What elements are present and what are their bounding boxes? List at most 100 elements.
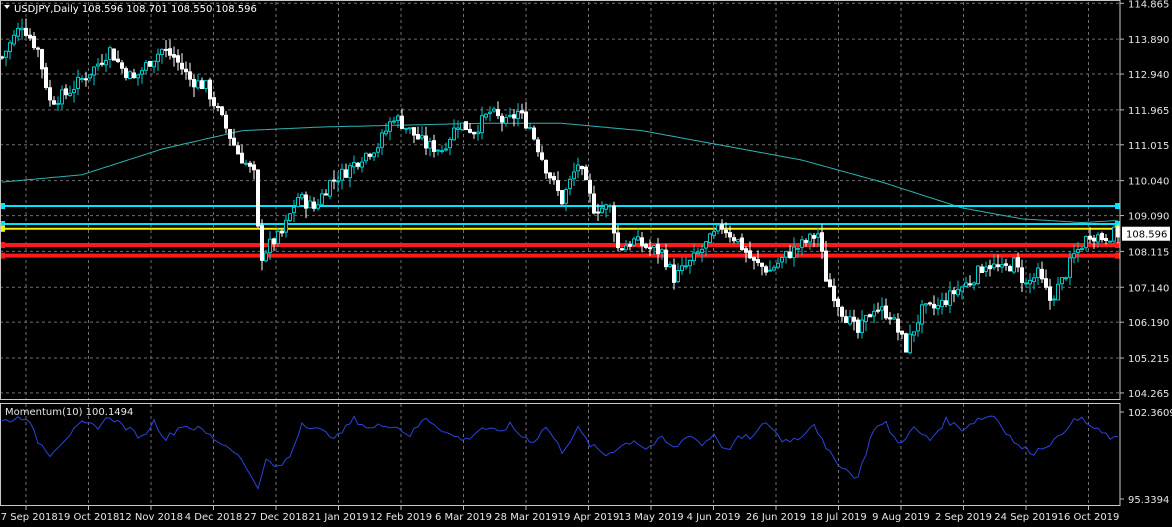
candle-body [156, 53, 160, 63]
candle-body [248, 162, 252, 167]
candle-body [100, 62, 104, 65]
candle-body [384, 130, 388, 135]
candle-body [928, 302, 932, 305]
candle-body [908, 333, 912, 354]
candle-body [316, 204, 320, 209]
candle-body [832, 285, 836, 302]
candle-body [756, 259, 760, 264]
candle-body [236, 145, 240, 155]
candle-body [668, 263, 672, 267]
grid [0, 2, 1120, 505]
candle-body [1060, 277, 1064, 285]
momentum-line [1, 415, 1119, 491]
candle-body [1056, 283, 1060, 301]
candle-body [676, 270, 680, 283]
candle-body [800, 239, 804, 248]
candle-body [412, 127, 416, 136]
horizontal-levels [0, 203, 1120, 259]
candle-body [340, 168, 344, 181]
candle-body [252, 164, 256, 171]
candle-body [96, 63, 100, 67]
candle-body [560, 190, 564, 205]
candle-body [288, 213, 292, 222]
candle-body [356, 162, 360, 167]
candle-body [148, 60, 152, 67]
candle-body [940, 299, 944, 308]
candle-body [64, 88, 68, 96]
date-tick-label: 4 Dec 2018 [185, 512, 243, 523]
price-tick-label: 109.090 [1128, 212, 1169, 223]
candle-body [724, 229, 728, 234]
candle-body [824, 250, 828, 282]
candle-body [628, 244, 632, 247]
candle-body [8, 42, 12, 53]
candle-body [88, 74, 92, 79]
candle-body [24, 27, 28, 36]
candle-body [608, 205, 612, 208]
level-handle-right [1115, 221, 1120, 228]
candle-body [752, 256, 756, 261]
candle-body [256, 169, 260, 227]
candle-body [532, 127, 536, 140]
price-tick-label: 113.890 [1128, 35, 1169, 46]
candle-body [184, 68, 188, 73]
candle-body [820, 232, 824, 252]
price-tick-label: 108.115 [1128, 247, 1169, 258]
candle-body [660, 249, 664, 253]
candle-body [728, 232, 732, 238]
price-tick-label: 104.265 [1128, 389, 1169, 400]
date-tick-label: 28 Mar 2019 [494, 512, 557, 523]
candle-body [960, 286, 964, 292]
candle-body [280, 230, 284, 234]
candle-body [640, 237, 644, 247]
candle-body [84, 78, 88, 81]
date-tick-label: 12 Nov 2018 [119, 512, 183, 523]
date-tick-label: 24 Sep 2019 [994, 512, 1057, 523]
candle-body [1092, 237, 1096, 242]
candle-body [60, 89, 64, 105]
candle-body [180, 62, 184, 70]
candle-body [1088, 235, 1092, 240]
candle-body [584, 166, 588, 181]
candle-body [20, 27, 24, 31]
candle-body [452, 127, 456, 141]
candle-body [492, 108, 496, 112]
level-handle-left [0, 252, 5, 259]
candle-body [680, 265, 684, 272]
candle-body [56, 102, 60, 105]
candle-body [896, 318, 900, 333]
candle-body [368, 153, 372, 157]
candle-body [856, 319, 860, 333]
candle-body [936, 304, 940, 310]
candle-body [1028, 279, 1032, 285]
candle-body [428, 141, 432, 149]
candle-body [264, 252, 268, 262]
date-tick-label: 4 Jun 2019 [687, 512, 741, 523]
candle-body [1036, 267, 1040, 279]
candle-body [920, 304, 924, 325]
candle-body [188, 71, 192, 80]
candle-body [436, 149, 440, 152]
level-handle-left [0, 203, 5, 210]
level-handle-right [1115, 252, 1120, 259]
level-handle-right [1115, 203, 1120, 210]
candle-body [136, 74, 140, 79]
candle-body [720, 224, 724, 230]
candle-body [956, 289, 960, 296]
price-tick-label: 105.215 [1128, 354, 1169, 365]
candle-body [144, 62, 148, 71]
candle-body [308, 200, 312, 209]
candle-body [508, 114, 512, 117]
candle-body [240, 152, 244, 164]
candle-body [392, 120, 396, 123]
candle-body [1064, 277, 1068, 280]
candle-body [48, 87, 52, 101]
candle-body [912, 331, 916, 336]
candle-body [1048, 286, 1052, 301]
momentum-tick-label: 95.3394 [1128, 495, 1169, 506]
candle-body [540, 152, 544, 160]
candle-body [872, 310, 876, 317]
candle-body [476, 131, 480, 135]
candle-body [1044, 278, 1048, 288]
